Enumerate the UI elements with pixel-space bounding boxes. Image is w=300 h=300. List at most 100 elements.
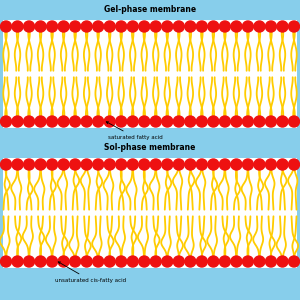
- Circle shape: [58, 116, 69, 127]
- Circle shape: [266, 21, 277, 32]
- Circle shape: [1, 21, 11, 32]
- Circle shape: [116, 116, 127, 127]
- Circle shape: [139, 21, 150, 32]
- Circle shape: [173, 116, 184, 127]
- Circle shape: [70, 256, 81, 267]
- Circle shape: [231, 21, 242, 32]
- Circle shape: [93, 159, 104, 170]
- Circle shape: [219, 159, 230, 170]
- Circle shape: [35, 21, 46, 32]
- Circle shape: [23, 21, 34, 32]
- Circle shape: [277, 159, 288, 170]
- Circle shape: [173, 256, 184, 267]
- Circle shape: [23, 116, 34, 127]
- Circle shape: [93, 256, 104, 267]
- Circle shape: [46, 159, 58, 170]
- Circle shape: [266, 256, 277, 267]
- Circle shape: [116, 256, 127, 267]
- Text: Sol-phase membrane: Sol-phase membrane: [104, 143, 196, 152]
- Circle shape: [185, 116, 196, 127]
- Circle shape: [219, 116, 230, 127]
- Circle shape: [289, 116, 299, 127]
- Circle shape: [139, 116, 150, 127]
- Circle shape: [46, 256, 58, 267]
- Circle shape: [289, 256, 299, 267]
- Circle shape: [127, 256, 138, 267]
- Circle shape: [196, 256, 207, 267]
- Circle shape: [208, 116, 219, 127]
- Circle shape: [104, 159, 115, 170]
- Circle shape: [266, 159, 277, 170]
- Circle shape: [139, 256, 150, 267]
- Circle shape: [46, 116, 58, 127]
- Circle shape: [104, 256, 115, 267]
- Circle shape: [35, 256, 46, 267]
- Circle shape: [185, 159, 196, 170]
- Circle shape: [277, 21, 288, 32]
- Circle shape: [208, 159, 219, 170]
- Circle shape: [254, 159, 265, 170]
- Circle shape: [231, 159, 242, 170]
- Circle shape: [185, 256, 196, 267]
- Circle shape: [162, 256, 173, 267]
- Circle shape: [12, 159, 23, 170]
- Circle shape: [219, 21, 230, 32]
- Circle shape: [150, 21, 161, 32]
- Circle shape: [70, 159, 81, 170]
- Circle shape: [162, 116, 173, 127]
- Circle shape: [23, 159, 34, 170]
- Circle shape: [242, 21, 253, 32]
- Circle shape: [12, 21, 23, 32]
- Circle shape: [81, 116, 92, 127]
- Circle shape: [173, 21, 184, 32]
- Circle shape: [277, 116, 288, 127]
- Circle shape: [116, 21, 127, 32]
- Circle shape: [150, 159, 161, 170]
- Circle shape: [104, 116, 115, 127]
- Circle shape: [81, 21, 92, 32]
- Circle shape: [289, 159, 299, 170]
- Circle shape: [219, 256, 230, 267]
- Circle shape: [58, 256, 69, 267]
- Circle shape: [12, 116, 23, 127]
- Bar: [3, 20, 297, 128]
- Circle shape: [93, 116, 104, 127]
- Circle shape: [81, 159, 92, 170]
- Circle shape: [208, 21, 219, 32]
- Circle shape: [127, 159, 138, 170]
- Circle shape: [81, 256, 92, 267]
- Circle shape: [1, 116, 11, 127]
- Circle shape: [277, 256, 288, 267]
- Circle shape: [254, 256, 265, 267]
- Text: saturated fatty acid: saturated fatty acid: [106, 122, 163, 140]
- Circle shape: [139, 159, 150, 170]
- Circle shape: [70, 116, 81, 127]
- Text: unsaturated cis-fatty acid: unsaturated cis-fatty acid: [55, 262, 126, 283]
- Circle shape: [150, 116, 161, 127]
- Circle shape: [242, 116, 253, 127]
- Circle shape: [1, 159, 11, 170]
- Circle shape: [1, 256, 11, 267]
- Circle shape: [12, 256, 23, 267]
- Circle shape: [162, 21, 173, 32]
- Circle shape: [289, 21, 299, 32]
- Circle shape: [162, 159, 173, 170]
- Circle shape: [116, 159, 127, 170]
- Circle shape: [104, 21, 115, 32]
- Circle shape: [254, 21, 265, 32]
- Circle shape: [35, 116, 46, 127]
- Circle shape: [58, 159, 69, 170]
- Circle shape: [196, 116, 207, 127]
- Circle shape: [58, 21, 69, 32]
- Circle shape: [35, 159, 46, 170]
- Circle shape: [242, 256, 253, 267]
- Circle shape: [231, 256, 242, 267]
- Circle shape: [196, 159, 207, 170]
- Circle shape: [150, 256, 161, 267]
- Circle shape: [196, 21, 207, 32]
- Circle shape: [23, 256, 34, 267]
- Circle shape: [127, 21, 138, 32]
- Bar: [3, 158, 297, 268]
- Circle shape: [93, 21, 104, 32]
- Circle shape: [231, 116, 242, 127]
